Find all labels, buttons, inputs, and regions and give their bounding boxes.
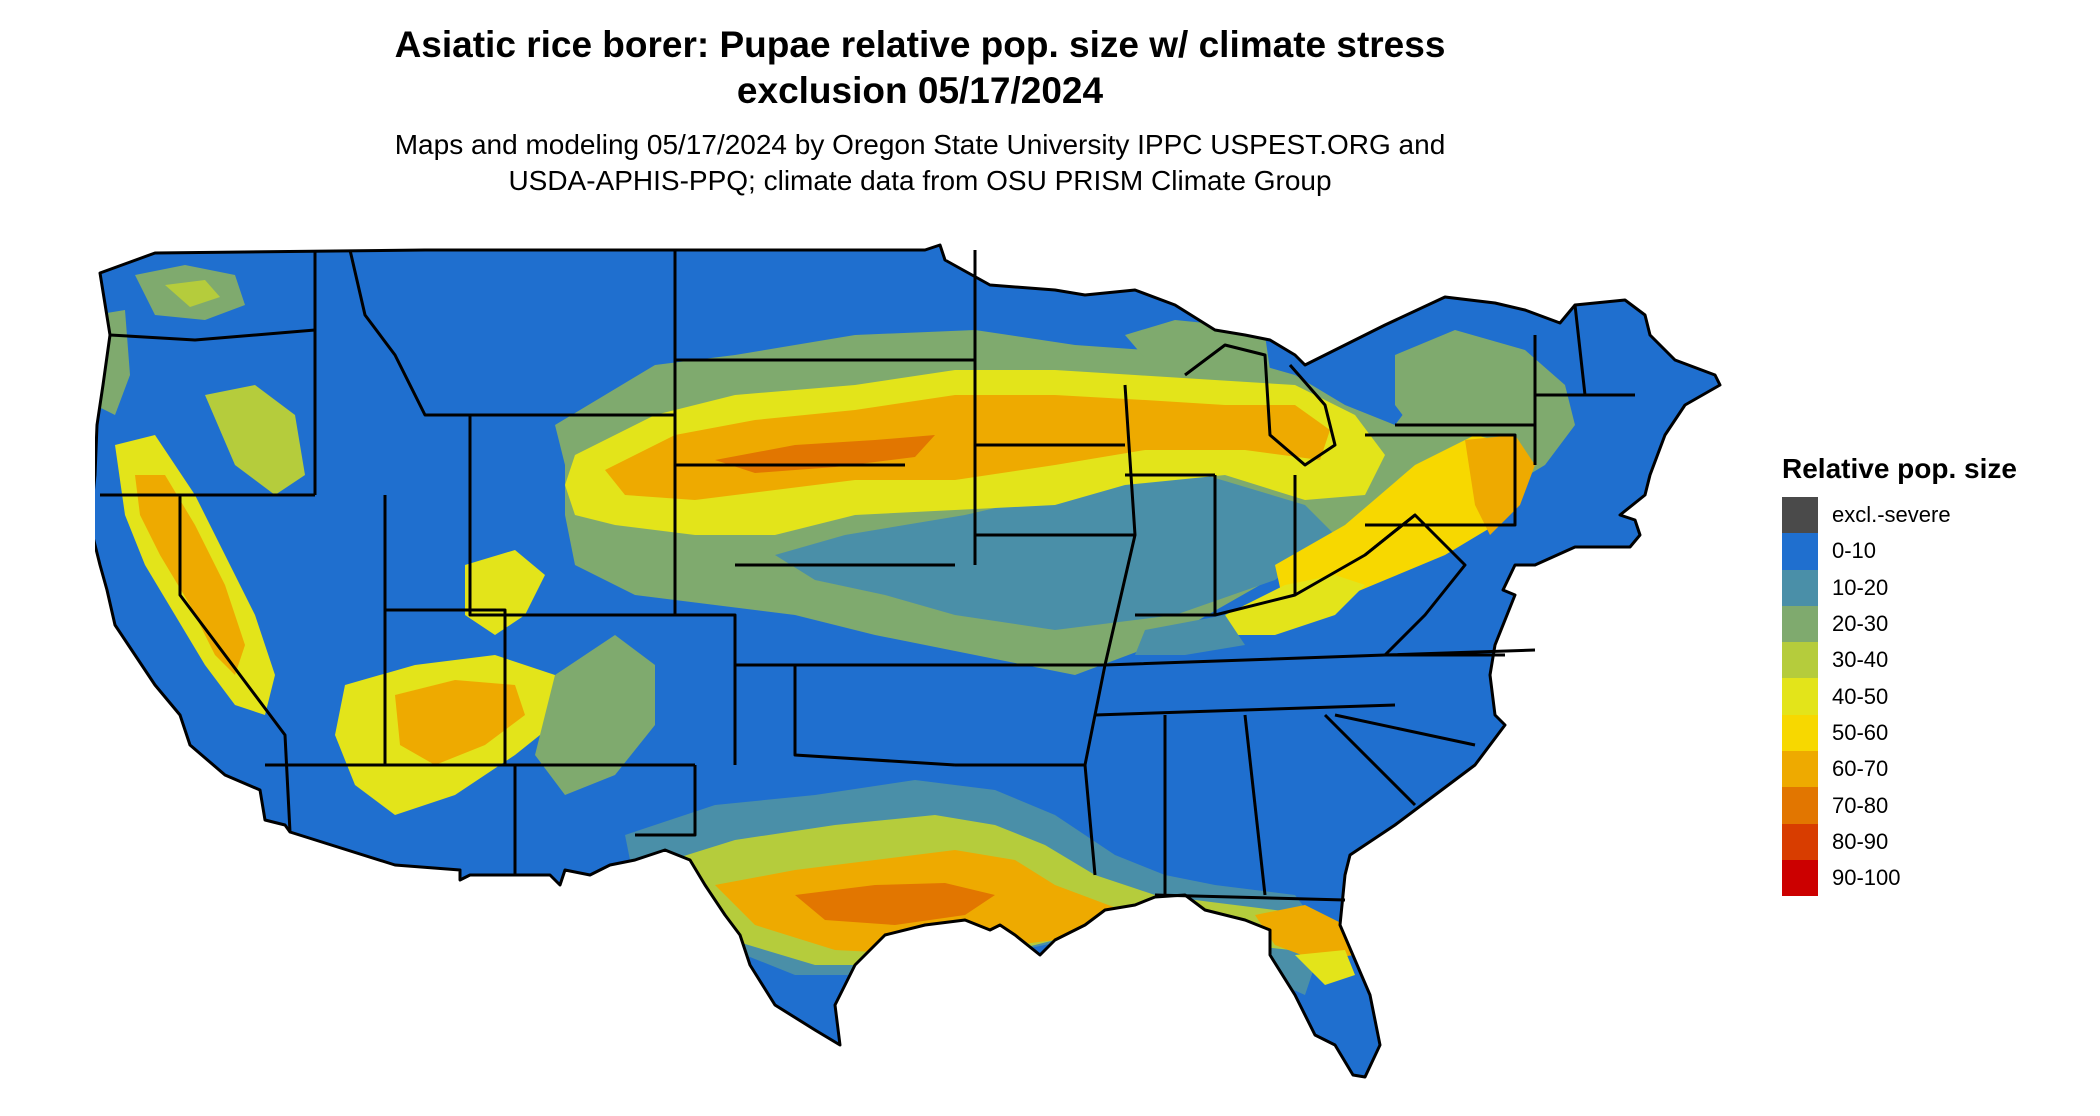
legend-swatch <box>1782 605 1818 643</box>
legend-label: excl.-severe <box>1832 502 1951 528</box>
map-title: Asiatic rice borer: Pupae relative pop. … <box>0 22 1840 114</box>
map-subtitle-line-2: USDA-APHIS-PPQ; climate data from OSU PR… <box>508 165 1332 196</box>
zone-60-70-appalachia <box>1465 435 1535 535</box>
border-new-england <box>1535 304 1635 397</box>
legend-item: 60-70 <box>1782 751 2017 788</box>
zone-10-20-central <box>775 475 1335 630</box>
zone-30-40-pacific-nw <box>165 280 220 307</box>
zone-60-70-southwest <box>395 680 525 765</box>
legend-swatch <box>1782 678 1818 715</box>
legend-swatch <box>1782 569 1818 606</box>
zone-60-70-midwest <box>605 395 1330 500</box>
zone-20-30-front-range <box>535 635 655 795</box>
border-al-ga <box>1243 714 1267 896</box>
border-nm-east <box>635 765 697 837</box>
legend-item: 0-10 <box>1782 533 2017 570</box>
legend-swatch <box>1782 533 1818 570</box>
zone-60-70-florida <box>1255 905 1355 960</box>
legend-label: 0-10 <box>1832 538 1877 564</box>
legend-item: 50-60 <box>1782 714 2017 752</box>
border-wv <box>1364 513 1467 657</box>
legend-label: 60-70 <box>1832 756 1889 782</box>
border-ca-nv <box>178 495 292 833</box>
legend-items: excl.-severe 0-10 10-20 20-30 30-40 40-50 50-6… <box>1782 497 2017 897</box>
legend-swatch <box>1782 751 1818 788</box>
zone-30-40-nevada <box>205 385 305 495</box>
legend-label: 10-20 <box>1832 574 1889 600</box>
legend-label: 30-40 <box>1832 647 1889 673</box>
legend-item: 10-20 <box>1782 569 2017 606</box>
map-subtitle-line-1: Maps and modeling 05/17/2024 by Oregon S… <box>394 129 1446 160</box>
legend-item: excl.-severe <box>1782 497 2017 534</box>
us-map <box>95 243 1722 1079</box>
zone-10-20-tennessee <box>1135 615 1245 655</box>
map-legend: Relative pop. size excl.-severe 0-10 10-20… <box>1782 453 2017 897</box>
legend-swatch <box>1782 859 1818 897</box>
legend-item: 30-40 <box>1782 642 2017 679</box>
legend-swatch <box>1782 497 1818 534</box>
border-tn-south <box>1094 703 1396 717</box>
border-wa-or <box>109 328 316 342</box>
legend-item: 40-50 <box>1782 678 2017 715</box>
border-ga-fl <box>1154 893 1346 902</box>
zone-70-80-gulf <box>795 883 995 925</box>
legend-swatch <box>1782 787 1818 824</box>
border-co-east <box>675 613 737 765</box>
legend-swatch <box>1782 642 1818 679</box>
legend-item: 20-30 <box>1782 605 2017 643</box>
population-zones <box>95 265 1575 995</box>
legend-item: 70-80 <box>1782 787 2017 824</box>
state-borders <box>95 243 1722 1079</box>
legend-item: 80-90 <box>1782 823 2017 860</box>
legend-label: 40-50 <box>1832 683 1889 709</box>
legend-swatch <box>1782 823 1818 860</box>
border-nc-sc <box>1334 713 1476 747</box>
border-ga-sc <box>1323 713 1417 807</box>
zone-40-50-tennessee <box>1225 575 1365 635</box>
border-pa <box>1365 433 1517 527</box>
map-subtitle: Maps and modeling 05/17/2024 by Oregon S… <box>0 127 1840 199</box>
legend-item: 90-100 <box>1782 859 2017 897</box>
legend-label: 70-80 <box>1832 792 1889 818</box>
border-id-mt <box>348 249 470 417</box>
map-title-line-1: Asiatic rice borer: Pupae relative pop. … <box>394 24 1446 65</box>
border-ut-co <box>385 608 507 765</box>
border-mi-peninsula <box>1184 343 1337 467</box>
legend-label: 80-90 <box>1832 828 1889 854</box>
zone-60-70-california <box>135 475 245 675</box>
zone-50-60-appalachia <box>1275 435 1525 610</box>
legend-label: 50-60 <box>1832 719 1889 745</box>
legend-label: 90-100 <box>1832 865 1901 891</box>
legend-title: Relative pop. size <box>1782 453 2017 484</box>
zone-40-50-florida <box>1295 950 1355 985</box>
legend-label: 20-30 <box>1832 611 1889 637</box>
border-ok-tx <box>793 665 956 767</box>
legend-swatch <box>1782 714 1818 752</box>
map-title-line-2: exclusion 05/17/2024 <box>736 70 1104 111</box>
